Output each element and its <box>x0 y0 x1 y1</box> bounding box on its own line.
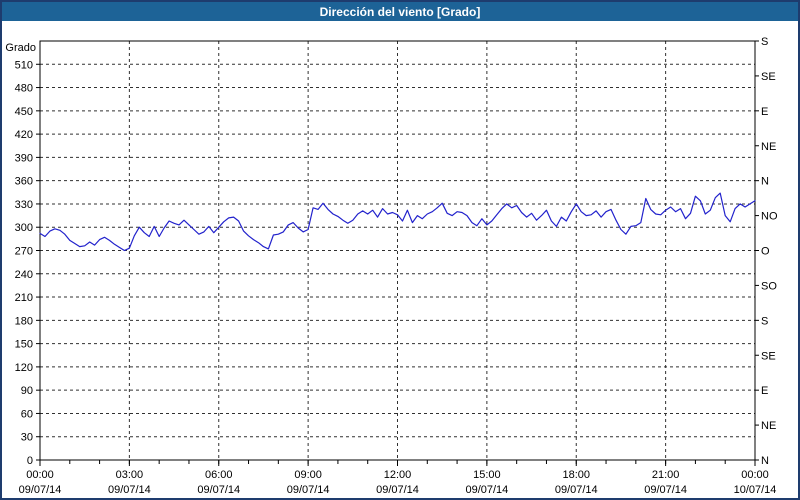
chart-title-bar: Dirección del viento [Grado] <box>2 2 798 21</box>
y-axis-tick-label: 270 <box>15 246 33 258</box>
y-axis-tick-label: 360 <box>15 176 33 188</box>
y-axis-tick-label: 390 <box>15 152 33 164</box>
x-axis-time-label: 00:00 <box>26 469 54 481</box>
compass-axis-label: SE <box>761 71 776 83</box>
x-axis-time-label: 09:00 <box>294 469 322 481</box>
x-axis-date-label: 09/07/14 <box>644 484 687 496</box>
x-axis-date-label: 10/07/14 <box>734 484 777 496</box>
compass-axis-label: NE <box>761 420 776 432</box>
y-axis-tick-label: 510 <box>15 59 33 71</box>
y-axis-tick-label: 0 <box>27 455 33 467</box>
y-axis-tick-label: 90 <box>21 385 33 397</box>
y-axis-tick-label: 450 <box>15 106 33 118</box>
compass-axis-label: N <box>761 176 769 188</box>
x-axis-date-label: 09/07/14 <box>287 484 330 496</box>
y-axis-tick-label: 30 <box>21 432 33 444</box>
y-axis-tick-label: 420 <box>15 129 33 141</box>
x-axis-time-label: 12:00 <box>384 469 412 481</box>
x-axis-date-label: 09/07/14 <box>376 484 419 496</box>
compass-axis-label: E <box>761 106 768 118</box>
wind-direction-line <box>39 192 756 252</box>
compass-axis-label: SE <box>761 350 776 362</box>
compass-axis-label: E <box>761 385 768 397</box>
y-axis-tick-label: 210 <box>15 292 33 304</box>
chart-area: Grado 0 30 60 90 120 150 180 210 240 270 300 330 360 3… <box>2 21 798 498</box>
y-axis-tick-label: 180 <box>15 315 33 327</box>
x-axis-time-label: 00:00 <box>741 469 769 481</box>
x-axis-time-label: 15:00 <box>473 469 501 481</box>
x-axis-time-label: 18:00 <box>562 469 590 481</box>
x-axis-date-label: 09/07/14 <box>19 484 62 496</box>
chart-title: Dirección del viento [Grado] <box>319 4 481 19</box>
y-axis-tick-label: 330 <box>15 199 33 211</box>
compass-axis-label: S <box>761 315 768 327</box>
x-axis-date-label: 09/07/14 <box>465 484 508 496</box>
x-axis-time-label: 06:00 <box>205 469 233 481</box>
compass-axis-label: N <box>761 455 769 467</box>
y-axis-tick-label: 120 <box>15 362 33 374</box>
compass-axis-label: NO <box>761 211 778 223</box>
compass-axis-label: SO <box>761 280 777 292</box>
compass-axis-label: S <box>761 36 768 48</box>
y-axis-tick-label: 300 <box>15 222 33 234</box>
y-axis-tick-label: 60 <box>21 408 33 420</box>
y-axis-tick-label: 240 <box>15 269 33 281</box>
x-axis-date-label: 09/07/14 <box>197 484 240 496</box>
compass-axis-label: NE <box>761 141 776 153</box>
y-axis-tick-label: 480 <box>15 83 33 95</box>
chart-canvas: Grado 0 30 60 90 120 150 180 210 240 270 300 330 360 3… <box>5 36 778 496</box>
x-axis-time-label: 21:00 <box>652 469 680 481</box>
x-axis-date-label: 09/07/14 <box>555 484 598 496</box>
y-axis-unit-label: Grado <box>5 42 36 54</box>
compass-axis-label: O <box>761 246 770 258</box>
x-axis-time-label: 03:00 <box>116 469 144 481</box>
x-axis-date-label: 09/07/14 <box>108 484 151 496</box>
y-axis-tick-label: 150 <box>15 339 33 351</box>
